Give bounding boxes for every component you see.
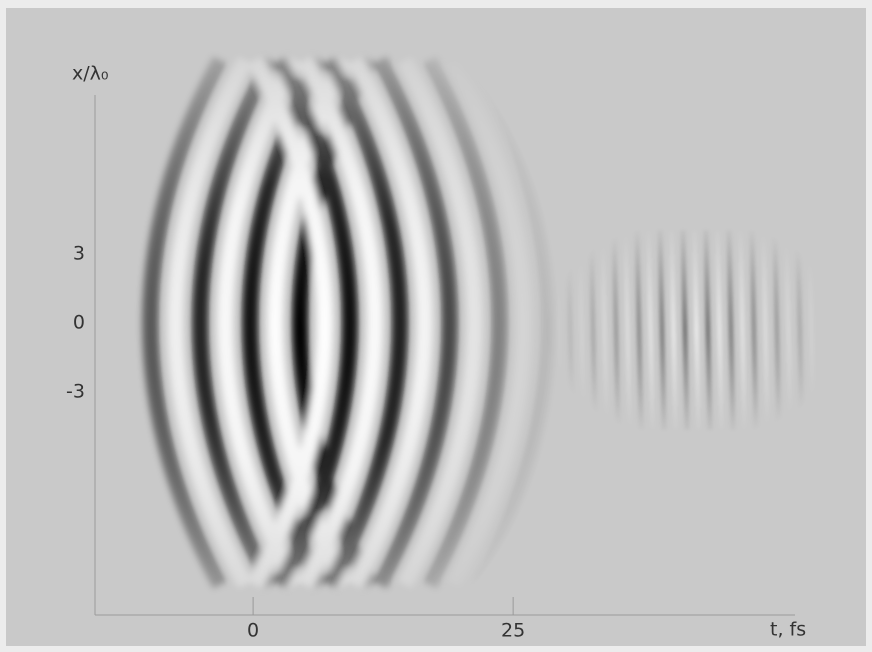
chart: x/λ₀ t, fs 0 25 3 0 -3	[0, 0, 872, 652]
y-tick-label: 0	[73, 311, 85, 333]
x-tick-label: 0	[247, 620, 259, 642]
y-axis-label: x/λ₀	[72, 63, 109, 85]
x-axis-label: t, fs	[770, 619, 806, 641]
y-tick-label: 3	[73, 242, 85, 264]
plot-background	[6, 8, 866, 646]
y-tick-label: -3	[66, 380, 85, 402]
page: x/λ₀ t, fs 02530-3 (() => { const data =…	[0, 0, 872, 652]
x-tick-label: 25	[501, 620, 525, 642]
